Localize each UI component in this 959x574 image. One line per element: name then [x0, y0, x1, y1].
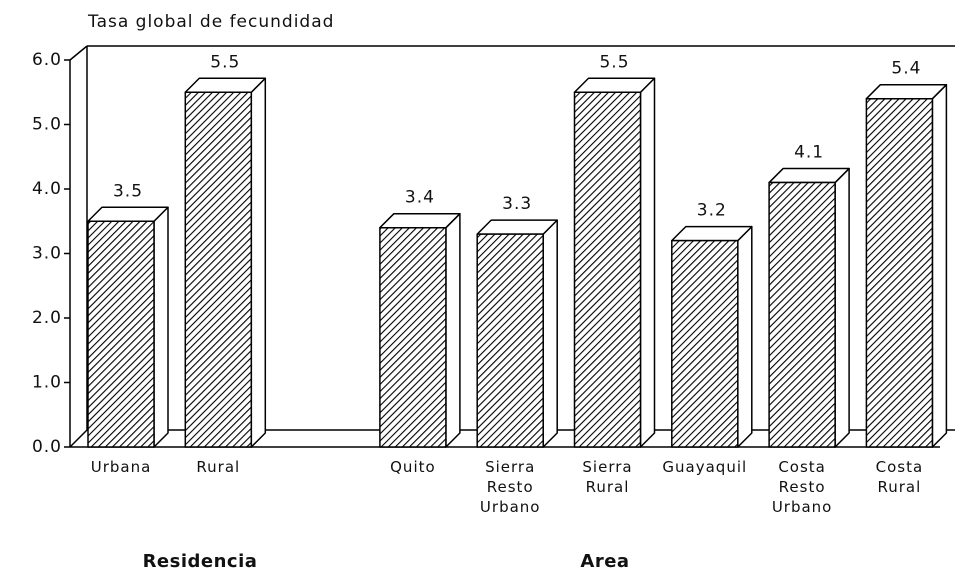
x-tick-label-line: Urbano — [480, 498, 541, 516]
bar — [671, 225, 753, 448]
value-label: 5.5 — [210, 52, 240, 72]
group-label: Area — [580, 551, 629, 572]
y-axis-label: Tasa global de fecundidad — [87, 12, 334, 32]
x-tick-label-line: Urbana — [91, 458, 152, 476]
bar-front — [671, 239, 739, 448]
value-label: 3.4 — [405, 188, 435, 208]
bar-top — [184, 77, 267, 93]
x-tick-label: Guayaquil — [662, 458, 747, 476]
value-label: 3.2 — [697, 201, 727, 221]
value-label: 5.5 — [599, 52, 629, 72]
x-tick-label-line: Costa — [876, 458, 924, 476]
bar-side — [542, 219, 558, 448]
bar-top — [87, 206, 169, 222]
y-tick-label: 6.0 — [32, 50, 62, 70]
x-tick-label-line: Rural — [586, 478, 630, 496]
bar — [768, 167, 850, 448]
bar — [87, 206, 169, 448]
bar-front — [379, 226, 447, 448]
y-tick-label: 3.0 — [32, 244, 62, 264]
x-tick-label-line: Rural — [878, 478, 922, 496]
x-tick-label-line: Quito — [390, 458, 436, 476]
bar-side — [834, 167, 850, 448]
y-tick-label: 0.0 — [32, 437, 62, 457]
value-label: 3.3 — [502, 194, 532, 214]
x-tick-label: Sierra Rural — [582, 458, 632, 496]
y-tick-label: 5.0 — [32, 115, 62, 135]
value-label: 4.1 — [794, 143, 824, 163]
bar — [865, 83, 948, 448]
bar-top — [865, 83, 948, 100]
x-tick-label: Costa Rural — [876, 458, 924, 496]
bar-side — [250, 77, 267, 448]
bar-top — [671, 225, 753, 242]
bar — [184, 77, 267, 448]
bar — [476, 219, 558, 448]
group-label: Residencia — [143, 551, 258, 572]
bar-front — [573, 91, 642, 448]
bar-top — [476, 219, 558, 235]
bar-front — [768, 181, 836, 448]
bar — [379, 212, 461, 448]
bar-side — [445, 212, 461, 448]
value-label: 5.4 — [891, 59, 921, 79]
bar-side — [153, 206, 169, 448]
x-tick-label: Rural — [196, 458, 240, 476]
bar-side — [737, 225, 753, 448]
bar-side — [639, 77, 656, 448]
x-tick-label-line: Guayaquil — [662, 458, 747, 476]
bar-top — [768, 167, 850, 184]
x-tick-label: Urbana — [91, 458, 152, 476]
bar-top — [379, 212, 461, 229]
bar — [573, 77, 656, 448]
bar-side — [931, 83, 948, 448]
x-tick-label-line: Resto — [779, 478, 826, 496]
bar-front — [476, 233, 544, 448]
x-tick-label-line: Sierra — [485, 458, 535, 476]
bar-front — [184, 91, 253, 448]
bar-front — [865, 97, 934, 448]
y-tick-label: 2.0 — [32, 308, 62, 328]
bar-top — [573, 77, 656, 93]
x-tick-label: Costa Resto Urbano — [772, 458, 833, 516]
x-tick-label-line: Costa — [778, 458, 826, 476]
y-tick-label: 1.0 — [32, 373, 62, 393]
x-tick-label-line: Sierra — [582, 458, 632, 476]
value-label: 3.5 — [113, 181, 143, 201]
x-tick-label-line: Rural — [196, 458, 240, 476]
bar-front — [87, 220, 155, 448]
y-tick-label: 4.0 — [32, 179, 62, 199]
x-tick-label: Sierra Resto Urbano — [480, 458, 541, 516]
x-tick-label-line: Urbano — [772, 498, 833, 516]
x-tick-label-line: Resto — [487, 478, 534, 496]
x-tick-label: Quito — [390, 458, 436, 476]
